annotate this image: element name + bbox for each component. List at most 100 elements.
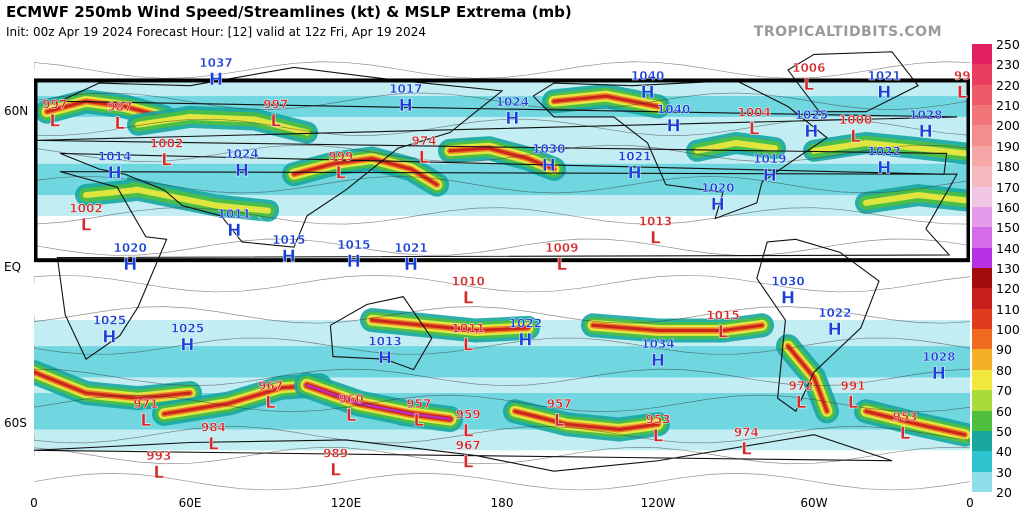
pressure-value: 1025	[171, 322, 204, 336]
colorbar-tick-label: 120	[996, 281, 1020, 297]
low-symbol: L	[749, 119, 760, 139]
colorbar-swatch	[972, 451, 992, 473]
brand-watermark: TROPICALTIDBITS.COM	[753, 24, 942, 40]
high-symbol: H	[932, 364, 946, 384]
streamline	[34, 368, 970, 387]
colorbar-tick-label: 90	[996, 342, 1012, 358]
pressure-value: 1040	[631, 69, 664, 83]
low-symbol: L	[140, 411, 151, 431]
pressure-value: 1019	[753, 152, 786, 166]
pressure-value: 960	[339, 392, 364, 406]
jet-streak	[863, 192, 968, 206]
colorbar-tick-label: 230	[996, 57, 1020, 73]
pressure-value: 1015	[706, 309, 739, 323]
high-symbol: H	[640, 83, 654, 103]
streamline	[34, 92, 970, 110]
pressure-value: 1015	[337, 238, 370, 252]
streamline	[34, 337, 970, 355]
high-symbol: H	[828, 320, 842, 340]
low-symbol: L	[848, 393, 859, 413]
longitude-label: 60W	[800, 496, 828, 510]
colorbar-swatch	[972, 329, 992, 350]
pressure-value: 974	[411, 134, 436, 148]
wind-map: 1037 H 1017 H 1024 H 1040 H 1006 L 1021 H 99 L 997 L 987…	[34, 44, 970, 492]
region-highlight-box	[34, 78, 970, 263]
pressure-value: 1000	[839, 113, 872, 127]
colorbar-tick-label: 220	[996, 77, 1020, 93]
pressure-value: 1025	[795, 108, 828, 122]
low-symbol: L	[419, 148, 430, 168]
longitude-label: 0	[966, 496, 974, 510]
colorbar-swatch	[972, 410, 992, 432]
high-symbol: H	[227, 221, 241, 241]
pressure-value: 1017	[389, 82, 422, 96]
colorbar	[972, 44, 992, 493]
pressure-value: 1024	[496, 95, 529, 109]
chart-title: ECMWF 250mb Wind Speed/Streamlines (kt) …	[6, 3, 572, 21]
high-symbol: H	[123, 255, 137, 275]
high-symbol: H	[627, 164, 641, 184]
low-symbol: L	[556, 255, 567, 275]
latitude-label: 60S	[4, 416, 27, 431]
pressure-value: 993	[146, 449, 171, 463]
high-symbol: H	[666, 117, 680, 137]
pressure-value: 971	[133, 397, 158, 411]
coastline	[56, 171, 958, 360]
low-symbol: L	[803, 75, 814, 95]
streamline	[34, 144, 970, 162]
low-symbol: L	[270, 112, 281, 132]
high-symbol: H	[282, 247, 296, 267]
colorbar-tick-label: 210	[996, 98, 1020, 114]
jet-streak	[864, 409, 967, 437]
pressure-value: 984	[201, 421, 226, 435]
jet-streaks	[34, 83, 970, 447]
pressure-value: 957	[406, 397, 431, 411]
coastline	[34, 434, 893, 472]
streamline	[34, 472, 970, 491]
pressure-value: 1030	[532, 142, 565, 156]
colorbar-tick-label: 70	[996, 383, 1012, 399]
pressure-value: 953	[645, 413, 670, 427]
colorbar-tick-label: 60	[996, 403, 1012, 419]
latitude-label: EQ	[4, 260, 22, 274]
jet-streak	[83, 186, 271, 214]
pressure-value: 1004	[737, 105, 770, 119]
pressure-value: 1020	[701, 181, 734, 195]
high-symbol: H	[180, 336, 194, 356]
high-symbol: H	[404, 255, 418, 275]
low-symbol: L	[265, 393, 276, 413]
colorbar-swatch	[972, 288, 992, 310]
pressure-value: 1006	[792, 61, 825, 75]
colorbar-swatch	[972, 369, 992, 391]
low-symbol: L	[153, 463, 164, 483]
colorbar-swatch	[972, 125, 992, 147]
coastline	[756, 238, 880, 413]
pressure-value: 99	[954, 69, 970, 83]
pressure-value: 1010	[451, 275, 484, 289]
pressure-value: 967	[258, 379, 283, 393]
high-symbol: H	[781, 289, 795, 309]
high-symbol: H	[505, 109, 519, 129]
